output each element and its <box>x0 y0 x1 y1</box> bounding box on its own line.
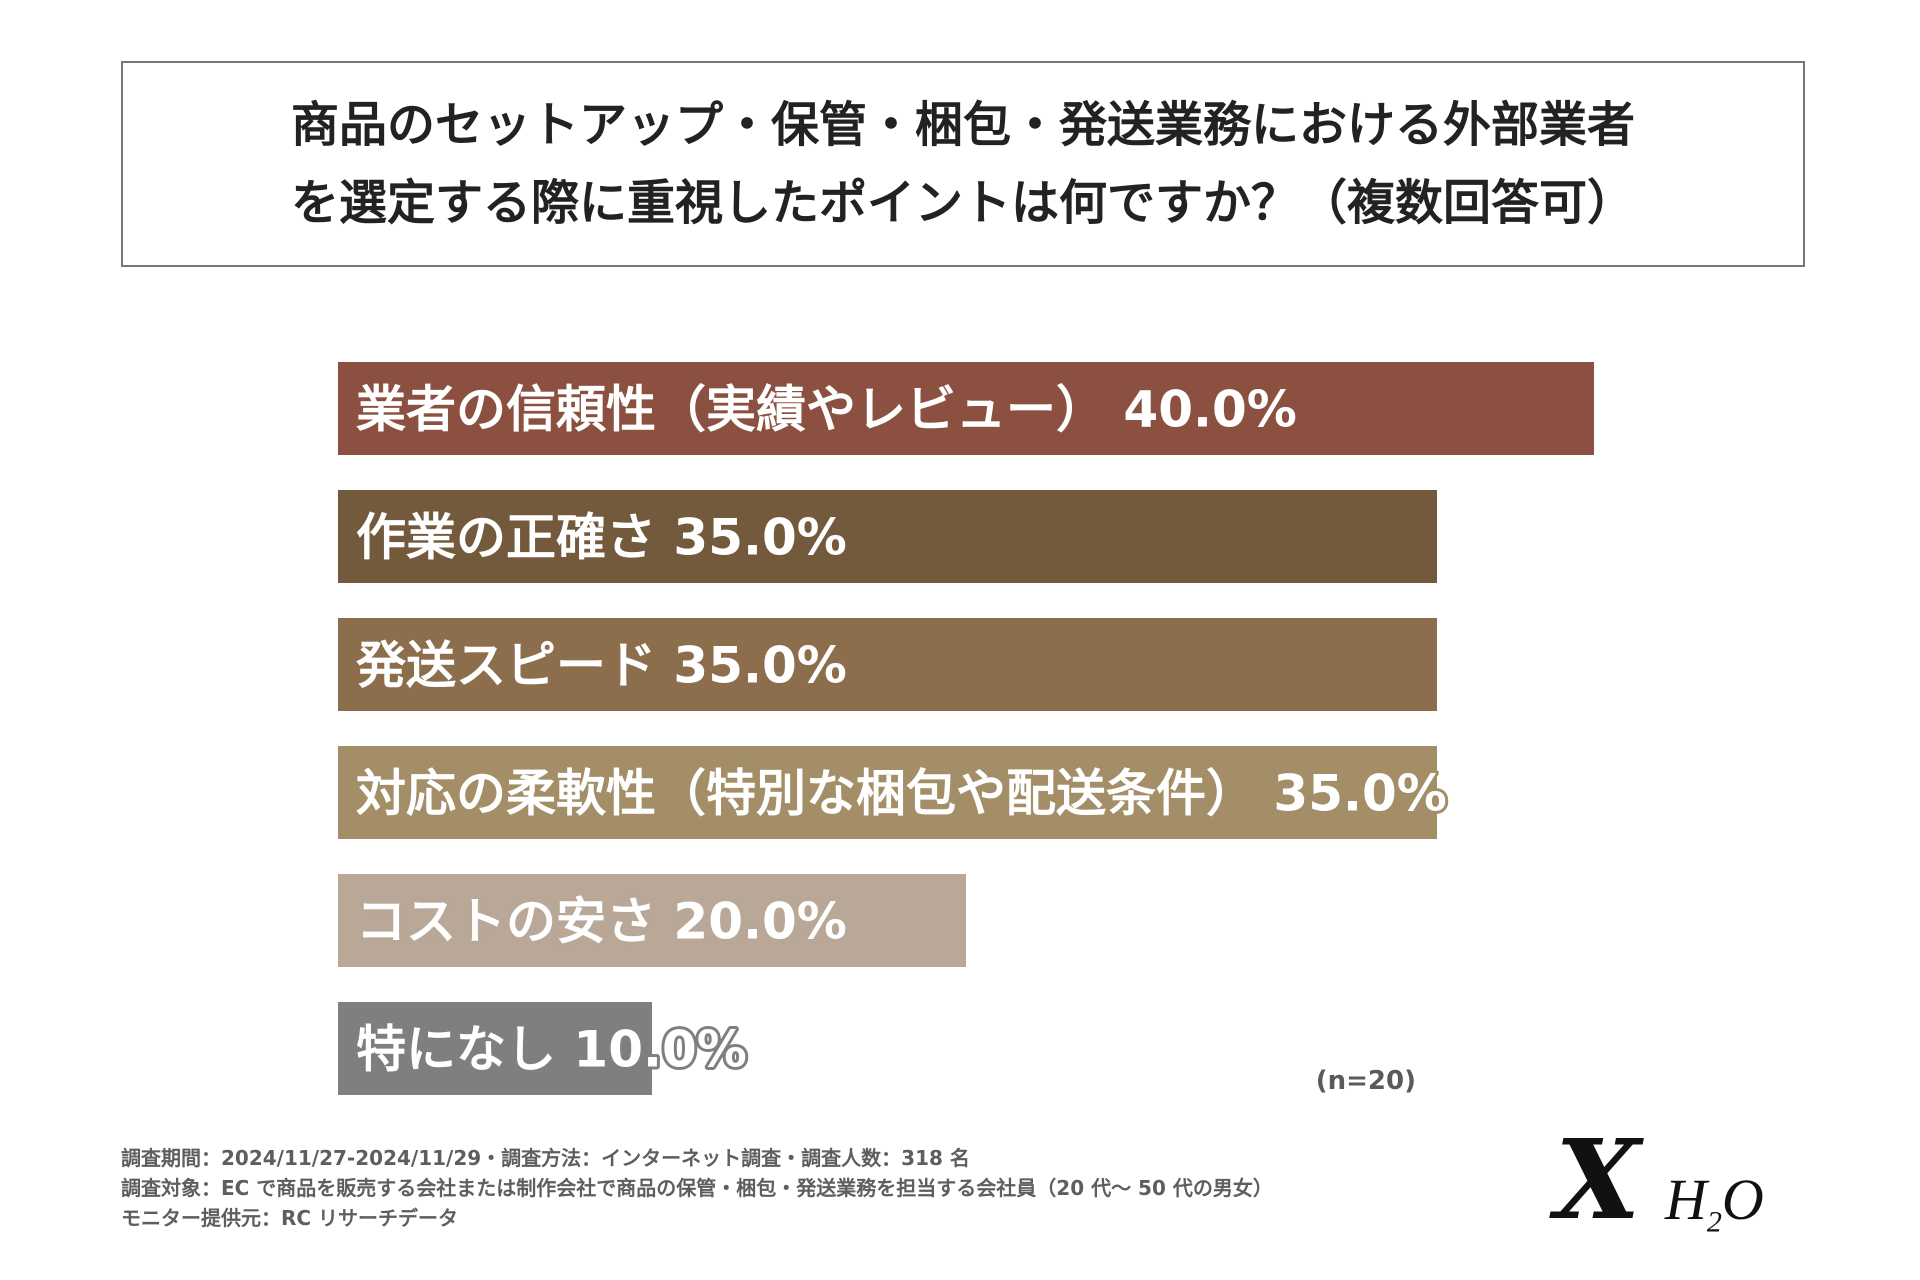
footnote-target: 調査対象：EC で商品を販売する会社または制作会社で商品の保管・梱包・発送業務を… <box>121 1176 1273 1200</box>
bar-label-outline-2: 発送スピード 35.0% <box>356 637 847 695</box>
xh2o-logo: X H2O <box>1555 1115 1805 1244</box>
chart-title-box: 商品のセットアップ・保管・梱包・発送業務における外部業者 を選定する際に重視した… <box>121 61 1805 267</box>
bar-label-2: 発送スピード 35.0% <box>356 637 847 695</box>
chart-title-line-1: 商品のセットアップ・保管・梱包・発送業務における外部業者 <box>290 97 1635 153</box>
chart-title-line-2: を選定する際に重視したポイントは何ですか？（複数回答可） <box>290 175 1635 231</box>
bar-1 <box>338 490 1437 583</box>
bar-4 <box>338 874 966 967</box>
bar-label-outline-5: 特になし 10.0% <box>356 1021 747 1079</box>
bar-2 <box>338 618 1437 711</box>
bar-label-4: コストの安さ 20.0% <box>356 893 847 951</box>
footnote-provider: モニター提供元：RC リサーチデータ <box>121 1206 459 1230</box>
bar-5 <box>338 1002 652 1095</box>
survey-footnotes: 調査期間：2024/11/27-2024/11/29・調査方法：インターネット調… <box>121 1143 1273 1233</box>
bar-label-outline-0: 業者の信頼性（実績やレビュー） 40.0% <box>356 381 1297 439</box>
bar-label-outline-4: コストの安さ 20.0% <box>356 893 847 951</box>
bar-label-5: 特になし 10.0% <box>356 1021 747 1079</box>
bar-label-0: 業者の信頼性（実績やレビュー） 40.0% <box>356 381 1297 439</box>
bar-label-1: 作業の正確さ 35.0% <box>356 509 847 567</box>
sample-size-note: (n=20) <box>1315 1066 1416 1096</box>
logo-text: H2O <box>1665 1167 1764 1239</box>
bar-3 <box>338 746 1437 839</box>
bar-label-outline-3: 対応の柔軟性（特別な梱包や配送条件） 35.0% <box>356 765 1447 823</box>
footnote-period: 調査期間：2024/11/27-2024/11/29・調査方法：インターネット調… <box>121 1146 970 1170</box>
logo-mark: X <box>1555 1115 1641 1244</box>
bar-label-outline-1: 作業の正確さ 35.0% <box>356 509 847 567</box>
bar-0 <box>338 362 1594 455</box>
bar-label-3: 対応の柔軟性（特別な梱包や配送条件） 35.0% <box>356 765 1447 823</box>
